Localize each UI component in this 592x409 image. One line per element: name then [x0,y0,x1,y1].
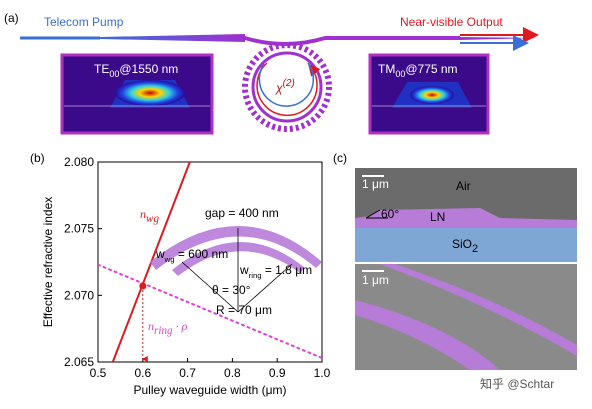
chi-order: (2) [283,78,295,89]
x-tick-label: 0.7 [179,366,196,380]
te-wavelength: @1550 nm [119,62,178,76]
annotation-sub: wg [164,255,175,264]
ring [251,51,323,123]
series-line [98,263,322,359]
annotation-tail: = 600 nm [175,247,229,261]
sio2-layer [355,228,577,262]
inset-radius: R = 70 μm [216,303,272,317]
te-order: 00 [109,69,119,79]
annotation-tail: = 1.8 μm [262,263,313,277]
annotation: wwg = 600 nm [155,247,228,264]
marker-point [139,282,147,290]
pump-arrow [258,62,315,107]
inset-ring [150,226,322,270]
y-axis-label: Effective refractive index [41,197,55,328]
output-taper [460,37,540,40]
scale-label: 1 μm [362,177,389,191]
sio: SiO [452,237,472,251]
annotation-main: n [140,207,146,221]
output-label: Near-visible Output [400,15,503,29]
sio-sub: 2 [472,243,478,255]
sio2-label: SiO2 [452,237,478,255]
tm-label: TM00@775 nm [378,62,458,79]
x-axis-label: Pulley waveguide width (μm) [134,383,287,397]
annotation-main: n [148,319,154,333]
annotation-main: w [155,247,165,261]
chi: χ [275,81,283,95]
pulley-waveguide [355,300,500,370]
chi-label: χ(2) [275,78,295,95]
annotation-main: w [239,263,249,277]
x-tick-label: 0.6 [134,366,151,380]
tm-mode [410,86,454,104]
x-tick-label: 1.0 [314,366,331,380]
shg-arrow [256,62,321,117]
te: TE [94,62,109,76]
y-tick-label: 2.065 [64,355,94,369]
panel-label: (a) [4,11,19,25]
inset-angle [181,228,293,313]
inset-gap: gap = 400 nm [205,206,279,220]
air-label: Air [456,179,471,193]
y-tick-label: 2.070 [64,288,94,302]
bus-waveguide [245,36,460,46]
annotation-sub: ring [154,325,173,337]
annotation-sub: wg [146,213,159,225]
inset-pulley [172,241,305,276]
angle-label: 60° [381,207,399,221]
panel-label: (c) [333,151,347,165]
taper [100,34,245,42]
annotation: nring · ρ [148,319,188,337]
x-tick-label: 0.9 [269,366,286,380]
grating-ring [242,42,332,132]
ln-layer [355,208,577,228]
inset-theta: θ = 30° [212,283,251,297]
panel-label: (b) [30,151,45,165]
y-tick-label: 2.075 [64,222,94,236]
annotation-sub: ring [249,271,262,280]
chart: 0.5 0.6 0.7 0.8 0.9 1.0 2.065 2.070 2.075 2.080 Pu… [41,155,331,397]
annotation: nwg [140,207,159,225]
te-label: TE00@1550 nm [94,62,178,79]
y-tick-label: 2.080 [64,155,94,169]
angle-mark [365,209,388,219]
x-tick-label: 0.5 [90,366,107,380]
tm-wavelength: @775 nm [405,62,457,76]
annotation: wring = 1.8 μm [239,263,312,280]
te-mode [115,80,185,106]
pump-label: Telecom Pump [44,15,124,29]
scale-label: 1 μm [362,273,389,287]
watermark: 知乎 @Schtar [480,377,554,391]
ln-label: LN [430,210,445,224]
tm: TM [378,62,395,76]
x-tick-label: 0.8 [224,366,241,380]
tm-order: 00 [395,69,405,79]
annotation-tail: · ρ [173,319,188,333]
